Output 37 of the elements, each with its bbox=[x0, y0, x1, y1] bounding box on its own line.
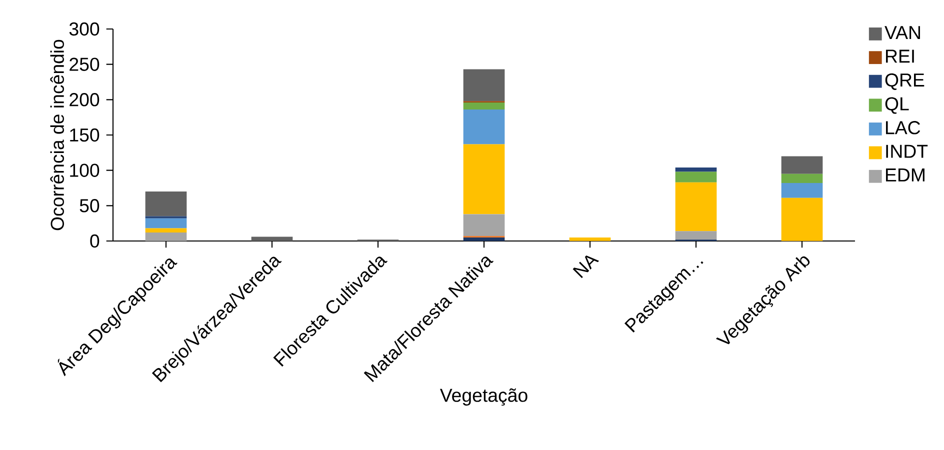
legend-label: QRE bbox=[885, 73, 924, 90]
bar bbox=[569, 237, 611, 241]
bar bbox=[675, 231, 717, 240]
bar bbox=[463, 214, 505, 236]
bar bbox=[145, 192, 187, 216]
y-tick-label: 50 bbox=[80, 199, 100, 212]
bar bbox=[463, 144, 505, 214]
legend-label: REI bbox=[886, 50, 914, 63]
bar bbox=[675, 182, 717, 232]
bar bbox=[781, 156, 823, 174]
bar bbox=[463, 110, 505, 144]
x-axis-title: Vegetação bbox=[440, 388, 528, 406]
legend-label: LAC bbox=[886, 121, 920, 134]
legend-label: VAN bbox=[884, 26, 920, 39]
bar bbox=[463, 237, 505, 241]
bar bbox=[675, 172, 717, 182]
bar bbox=[145, 228, 187, 233]
y-tick-label: 200 bbox=[70, 93, 100, 106]
legend-label: INDT bbox=[886, 144, 928, 158]
bar bbox=[145, 218, 187, 228]
bar bbox=[781, 183, 823, 198]
y-axis-title: Ocorrência de incêndio bbox=[50, 40, 64, 230]
y-tick-label: 250 bbox=[70, 58, 100, 71]
x-tick-label: NA bbox=[572, 256, 600, 278]
y-tick-label: 300 bbox=[69, 22, 100, 36]
bar bbox=[145, 232, 187, 241]
bar bbox=[781, 198, 823, 241]
legend-label: EDM bbox=[886, 168, 924, 182]
bar bbox=[781, 174, 823, 184]
bar bbox=[251, 236, 293, 241]
bar bbox=[675, 168, 717, 172]
bar bbox=[463, 69, 505, 102]
y-tick-label: 150 bbox=[70, 128, 100, 142]
y-tick-label: 100 bbox=[70, 164, 100, 177]
bar bbox=[463, 102, 505, 110]
legend-label: QL bbox=[885, 97, 909, 114]
y-tick-label: 0 bbox=[90, 234, 100, 248]
